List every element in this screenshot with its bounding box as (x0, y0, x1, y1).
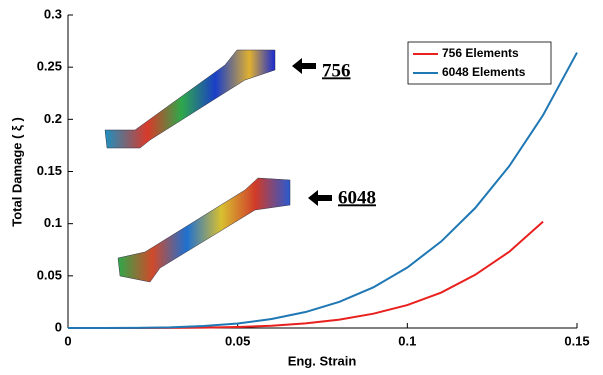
y-tick-label: 0.25 (37, 59, 62, 74)
y-tick-label: 0.05 (37, 267, 62, 282)
x-axis-label: Eng. Strain (288, 353, 357, 368)
x-tick-label: 0.05 (225, 333, 250, 348)
chart: 756 6048 Eng. Strain Total Damage ( ξ ) … (0, 0, 603, 375)
y-tick-label: 0.3 (44, 6, 62, 21)
x-tick-label: 0 (64, 333, 71, 348)
x-tick-label: 0.15 (564, 333, 589, 348)
arrow (292, 58, 316, 74)
annotation: 6048 (338, 187, 376, 208)
arrow (308, 190, 332, 206)
annotation: 756 (322, 60, 351, 81)
specimen-6048 (118, 178, 290, 282)
y-tick-label: 0.15 (37, 163, 62, 178)
legend-label: 6048 Elements (442, 65, 526, 79)
legend-label: 756 Elements (442, 46, 519, 60)
y-tick-label: 0.2 (44, 111, 62, 126)
y-axis-label: Total Damage ( ξ ) (9, 117, 24, 227)
specimen-756 (105, 50, 275, 148)
line-series (68, 53, 577, 328)
y-tick-label: 0 (55, 319, 62, 334)
x-tick-label: 0.1 (398, 333, 416, 348)
y-tick-label: 0.1 (44, 215, 62, 230)
